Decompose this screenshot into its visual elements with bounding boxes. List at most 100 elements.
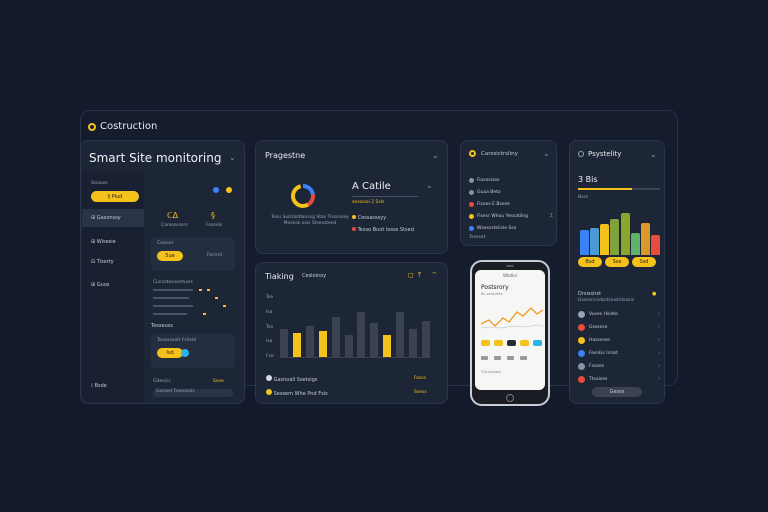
- list-avatar-icon: [578, 375, 585, 383]
- tracking-item-action[interactable]: Ssess: [414, 390, 427, 395]
- block1-note: Fecirnt: [207, 253, 223, 258]
- list-avatar-icon: [578, 323, 585, 331]
- legend-item: Tesso Buot Iosss Stsed: [352, 227, 414, 233]
- filter-pill[interactable]: Bsd: [578, 257, 602, 267]
- progress-ring-icon: [291, 184, 315, 208]
- productivity-list-item[interactable]: Fssoes ›: [578, 361, 660, 371]
- primary-button[interactable]: Gesss: [592, 387, 642, 397]
- tracking-bar: [422, 320, 430, 357]
- tracking-item[interactable]: Gasnoall Ssetsigs: [266, 375, 317, 383]
- nav-icon[interactable]: [520, 356, 527, 360]
- productivity-list-item[interactable]: Ttsoises ›: [578, 374, 660, 384]
- status-dot-icon: [213, 187, 219, 193]
- tracking-bar: [383, 334, 392, 357]
- block1-title: Cosisel: [157, 241, 173, 246]
- chevron-right-icon[interactable]: ›: [658, 311, 660, 317]
- sidebar-item-gasonssy[interactable]: ⊞ Gasonssy: [91, 215, 121, 221]
- status-dot-icon: [226, 187, 232, 193]
- phone-footer-text: F\Suestsels: [481, 370, 501, 374]
- home-button-icon[interactable]: [506, 394, 514, 402]
- chevron-down-icon[interactable]: ⌄: [650, 150, 657, 159]
- chevron-right-icon[interactable]: ›: [658, 350, 660, 356]
- progress-subline: eossisoi 2 Ssls: [352, 200, 385, 205]
- stat2-label: Fosseis: [206, 223, 223, 228]
- bottom-field[interactable]: Gosisel Fosissiols: [153, 389, 233, 397]
- wifi-icon[interactable]: ⌔: [431, 271, 438, 279]
- chevron-right-icon[interactable]: ›: [658, 337, 660, 343]
- phone-screen: Wbdkd Postsrory Bs sebsdtlss F\Suestsels: [475, 270, 545, 390]
- productivity-list-item[interactable]: Gsssese ›: [578, 322, 660, 332]
- sidebar-item-active[interactable]: [82, 209, 144, 227]
- list-item-label: Hassoree: [589, 337, 610, 343]
- row-label: Wsesssteiisle Sse: [477, 225, 517, 231]
- app-icon[interactable]: [494, 340, 503, 346]
- chevron-down-icon[interactable]: ⌄: [426, 181, 433, 190]
- filter-pill[interactable]: Ssd: [632, 257, 656, 267]
- chevron-right-icon[interactable]: ›: [658, 363, 660, 369]
- chevron-right-icon[interactable]: ›: [658, 376, 660, 382]
- connectivity-row[interactable]: Guaa Beto: [469, 187, 553, 197]
- productivity-list-item[interactable]: Vuses Hsiete ›: [578, 309, 660, 319]
- row-label: Fisoes E Bsese: [477, 201, 510, 207]
- stat2-value: §: [211, 211, 215, 220]
- app-icon[interactable]: [533, 340, 542, 346]
- productivity-bar: [580, 230, 589, 255]
- productivity-bar: [600, 224, 610, 255]
- stat1-value: ℂΔ: [167, 211, 179, 220]
- phone-subtitle: Bs sebsdtlss: [481, 292, 503, 296]
- row-label: Fisesr Whou Yessatilng: [477, 213, 528, 219]
- block2: Tsseusuelt Fslieid Isd: [151, 334, 235, 368]
- sidebar-footer[interactable]: ⟨ Bsde: [91, 383, 107, 389]
- productivity-card: Psystelity ⌄ 3 Bis Bsss Bsd Sse Ssd Drsi…: [569, 140, 665, 404]
- nav-icon[interactable]: [494, 356, 501, 360]
- connectivity-row[interactable]: Wsesssteiisle Sse: [469, 223, 553, 233]
- list-item-label: Fasskis Irrost: [589, 350, 618, 356]
- app-icon[interactable]: [507, 340, 516, 346]
- app-icon[interactable]: [481, 340, 490, 346]
- connectivity-card: Carssictrsliny ⌄ Fiosesises Guaa Beto Fiso…: [460, 140, 557, 246]
- phone-icon-row: [481, 340, 542, 346]
- square-icon[interactable]: ◻: [408, 271, 414, 279]
- progress-caption: Tesu Soitsloitlanssg Stse Trsssisaly Mos…: [271, 215, 349, 226]
- filter-pill[interactable]: Sse: [605, 257, 629, 267]
- phone-nav-row: [481, 356, 527, 360]
- primary-pill-button[interactable]: § Piud: [91, 191, 139, 202]
- card-title: Smart Site monitoring: [89, 151, 222, 165]
- tracking-item-action[interactable]: Fasss: [414, 376, 426, 381]
- chevron-right-icon[interactable]: ›: [658, 324, 660, 330]
- block2-title: Tsseusuelt Fslieid: [157, 338, 197, 343]
- connectivity-row[interactable]: Fisesr Whou Yessatilng Σ: [469, 211, 553, 221]
- upload-icon[interactable]: ⤒: [418, 271, 422, 279]
- tracking-bar: [357, 312, 366, 357]
- productivity-list-item[interactable]: Hassoree ›: [578, 335, 660, 345]
- sidebar-item-guos[interactable]: ⊞ Guos: [91, 282, 110, 288]
- chevron-down-icon[interactable]: ⌄: [229, 153, 236, 162]
- sidebar-item-wisesie[interactable]: ⊞ Wisesie: [91, 239, 116, 245]
- star-icon[interactable]: ●: [652, 291, 657, 297]
- list-item-label: Vuses Hsiete: [589, 311, 618, 317]
- chevron-down-icon[interactable]: ⌄: [543, 149, 550, 158]
- sidebar-item-tisorty[interactable]: ⊟ Tisorty: [91, 259, 114, 265]
- chevron-down-icon[interactable]: ⌄: [432, 151, 439, 160]
- tracking-item[interactable]: Sessem Whe Pnd Fsis: [266, 389, 328, 397]
- tracking-bar: [280, 329, 288, 357]
- progress-heading: A Catile: [352, 181, 391, 192]
- productivity-stat: 3 Bis: [578, 175, 598, 184]
- connectivity-row[interactable]: Fisoes E Bsese: [469, 199, 553, 209]
- tracking-bar: [292, 333, 301, 357]
- tracking-bar: [409, 329, 418, 357]
- nav-icon[interactable]: [481, 356, 488, 360]
- productivity-bar: [630, 233, 640, 255]
- tracking-subtitle: Cesloinoy: [302, 273, 327, 279]
- block2-pill[interactable]: Isd: [157, 348, 183, 358]
- row-status-icon: [469, 201, 474, 207]
- productivity-list-item[interactable]: Fasskis Irrost ›: [578, 348, 660, 358]
- app-icon[interactable]: [520, 340, 529, 346]
- row-badge: Σ: [549, 213, 553, 219]
- row-status-icon: [469, 213, 474, 219]
- phone-title: Postsrory: [481, 284, 509, 291]
- nav-icon[interactable]: [507, 356, 514, 360]
- connectivity-row[interactable]: Fiosesises: [469, 175, 553, 185]
- row-status-icon: [469, 225, 474, 231]
- block1-pill[interactable]: 5ue: [157, 251, 183, 261]
